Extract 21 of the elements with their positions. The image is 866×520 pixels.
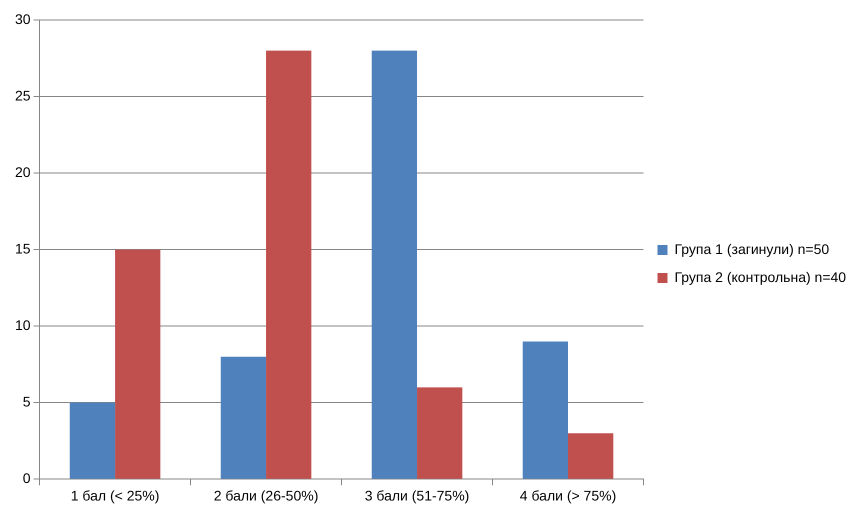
legend-label: Група 2 (контрольна) n=40	[674, 268, 846, 285]
y-tick-label: 20	[14, 164, 31, 180]
bar	[568, 433, 614, 479]
legend-label: Група 1 (загинули) n=50	[674, 240, 830, 257]
y-tick-label: 25	[14, 87, 31, 104]
x-tick-label: 4 бали (> 75%)	[520, 487, 616, 504]
x-tick-label: 3 бали (51-75%)	[364, 487, 470, 504]
bar	[372, 50, 418, 479]
bar	[115, 250, 160, 479]
bar	[70, 402, 116, 479]
y-tick-label: 30	[14, 10, 31, 27]
x-tick-label: 2 бали (26-50%)	[214, 487, 318, 504]
y-tick-label: 15	[14, 240, 31, 256]
y-tick-label: 10	[14, 316, 31, 333]
bar	[220, 356, 266, 479]
bar	[266, 50, 312, 479]
bar	[417, 387, 462, 479]
y-tick-label: 0	[22, 470, 31, 486]
y-tick-label: 5	[22, 394, 31, 410]
x-tick-label: 1 бал (< 25%)	[70, 487, 160, 504]
bar	[522, 341, 568, 479]
